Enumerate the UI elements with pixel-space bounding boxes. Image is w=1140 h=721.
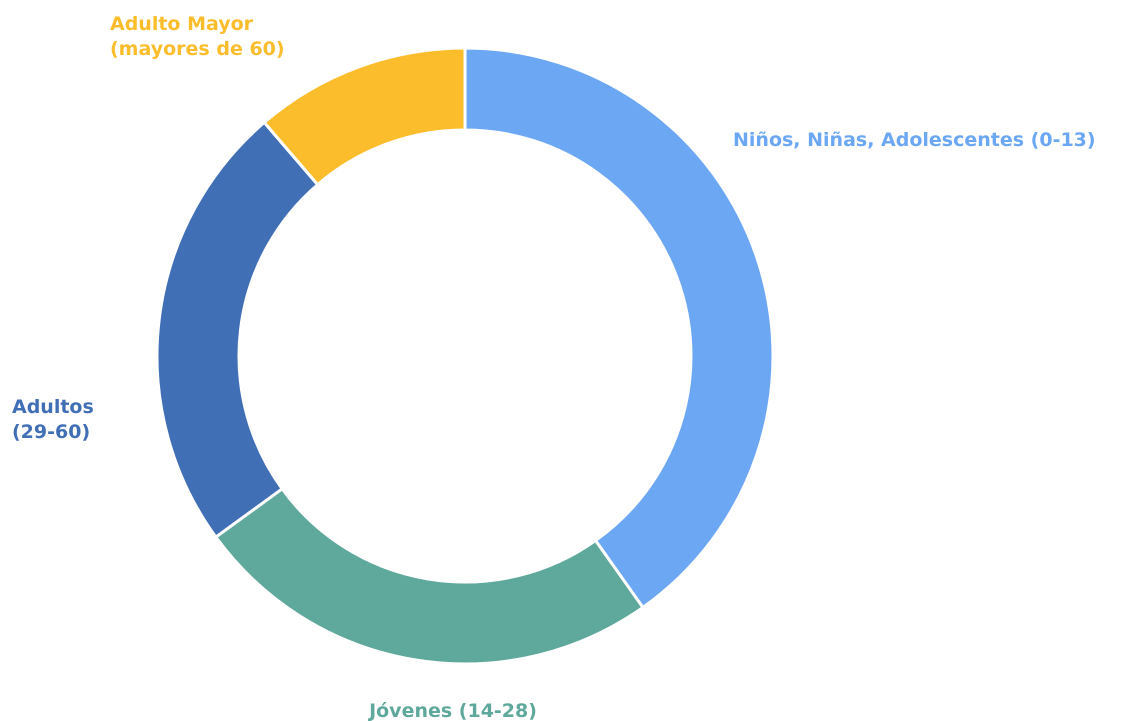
label-line: Adultos [12,396,94,418]
label-adulto-mayor-mayores-de-60: Adulto Mayor (mayores de 60) [110,13,285,60]
label-line: Niños, Niñas, Adolescentes (0-13) [733,129,1096,151]
slice-adulto-mayor-mayores-de-60 [262,46,467,187]
label-line: Adulto Mayor [110,13,254,35]
label-line: (mayores de 60) [110,38,285,60]
label-jovenes-14-28: Jóvenes (14-28) [367,700,537,721]
slice-ninos-ninas-adolescentes-0-13 [463,46,775,609]
label-adultos-29-60: Adultos (29-60) [12,396,94,443]
label-ninos-ninas-adolescentes-0-13: Niños, Niñas, Adolescentes (0-13) [733,129,1096,151]
label-line: (29-60) [12,421,90,443]
slice-adultos-29-60 [155,120,320,539]
donut-slices [155,46,775,666]
label-line: Jóvenes (14-28) [367,700,537,721]
slice-jovenes-14-28 [214,487,645,666]
slice-labels: Niños, Niñas, Adolescentes (0-13) Jóvenes… [12,13,1096,721]
